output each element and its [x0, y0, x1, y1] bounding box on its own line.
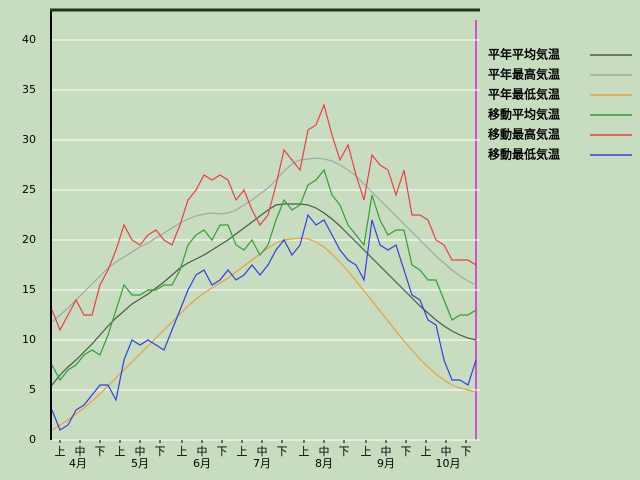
- y-tick-label: 10: [22, 333, 36, 346]
- x-tick-label: 下: [277, 445, 288, 458]
- legend-label: 平年最低気温: [488, 87, 560, 102]
- month-label: 7月: [253, 457, 271, 470]
- y-tick-label: 30: [22, 133, 36, 146]
- legend-label: 移動最高気温: [488, 127, 560, 142]
- legend-label: 平年最高気温: [488, 67, 560, 82]
- series-line: [51, 168, 477, 382]
- x-tick-label: 上: [421, 445, 432, 458]
- series-line: [51, 157, 477, 323]
- x-tick-label: 中: [197, 445, 208, 458]
- x-tick-label: 上: [55, 445, 66, 458]
- x-tick-label: 下: [217, 445, 228, 458]
- x-tick-label: 下: [461, 445, 472, 458]
- y-tick-label: 5: [29, 383, 36, 396]
- x-tick-label: 上: [237, 445, 248, 458]
- x-tick-label: 上: [361, 445, 372, 458]
- y-tick-label: 25: [22, 183, 36, 196]
- month-label: 10月: [436, 457, 461, 470]
- y-tick-label: 15: [22, 283, 36, 296]
- month-label: 4月: [69, 457, 87, 470]
- x-tick-label: 下: [95, 445, 106, 458]
- x-tick-label: 上: [115, 445, 126, 458]
- x-tick-label: 上: [299, 445, 310, 458]
- y-tick-label: 0: [29, 433, 36, 446]
- legend-label: 平年平均気温: [488, 47, 560, 62]
- legend-label: 移動平均気温: [488, 107, 560, 122]
- x-tick-label: 中: [75, 445, 86, 458]
- y-tick-label: 35: [22, 83, 36, 96]
- month-label: 6月: [193, 457, 211, 470]
- y-tick-label: 20: [22, 233, 36, 246]
- x-tick-label: 中: [319, 445, 330, 458]
- x-tick-label: 中: [257, 445, 268, 458]
- series-line: [51, 203, 477, 386]
- x-tick-label: 中: [381, 445, 392, 458]
- legend-label: 移動最低気温: [488, 147, 560, 162]
- x-tick-label: 上: [177, 445, 188, 458]
- series-line: [51, 103, 477, 332]
- x-tick-label: 下: [155, 445, 166, 458]
- x-tick-label: 中: [135, 445, 146, 458]
- month-label: 5月: [131, 457, 149, 470]
- month-label: 8月: [315, 457, 333, 470]
- x-tick-label: 中: [441, 445, 452, 458]
- x-tick-label: 下: [339, 445, 350, 458]
- series-line: [51, 237, 477, 431]
- series-line: [51, 213, 477, 431]
- x-tick-label: 下: [401, 445, 412, 458]
- month-label: 9月: [377, 457, 395, 470]
- y-tick-label: 40: [22, 33, 36, 46]
